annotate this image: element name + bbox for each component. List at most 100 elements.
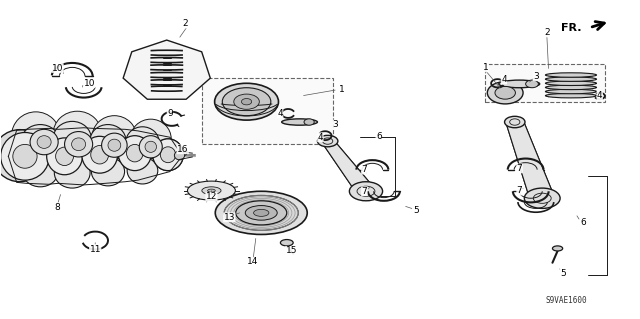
- Text: 12: 12: [205, 192, 217, 202]
- Ellipse shape: [545, 93, 596, 98]
- Ellipse shape: [214, 83, 278, 120]
- Ellipse shape: [153, 139, 183, 171]
- Ellipse shape: [12, 112, 60, 160]
- Ellipse shape: [47, 138, 83, 175]
- Ellipse shape: [0, 130, 47, 182]
- Text: 13: 13: [223, 213, 235, 222]
- Text: S9VAE1600: S9VAE1600: [545, 296, 587, 305]
- Ellipse shape: [282, 119, 317, 125]
- Ellipse shape: [253, 209, 269, 216]
- Ellipse shape: [280, 240, 293, 246]
- Ellipse shape: [55, 146, 74, 167]
- Polygon shape: [123, 40, 211, 99]
- Ellipse shape: [47, 138, 83, 175]
- Ellipse shape: [118, 136, 152, 171]
- Text: 9: 9: [167, 109, 173, 118]
- Text: 15: 15: [285, 247, 297, 256]
- Ellipse shape: [90, 145, 109, 165]
- FancyBboxPatch shape: [202, 78, 333, 144]
- Ellipse shape: [91, 145, 109, 164]
- Ellipse shape: [525, 80, 538, 88]
- Text: 5: 5: [413, 206, 419, 215]
- Ellipse shape: [202, 187, 221, 195]
- Text: 16: 16: [177, 145, 188, 154]
- Ellipse shape: [224, 196, 298, 230]
- Polygon shape: [506, 121, 554, 199]
- Text: 7: 7: [362, 165, 367, 174]
- Text: 1: 1: [483, 63, 488, 72]
- Ellipse shape: [72, 138, 86, 151]
- Ellipse shape: [53, 111, 102, 157]
- Ellipse shape: [161, 147, 175, 163]
- Text: 4: 4: [501, 75, 507, 84]
- Ellipse shape: [234, 94, 259, 109]
- Ellipse shape: [504, 116, 525, 128]
- Ellipse shape: [30, 129, 58, 155]
- Text: 3: 3: [533, 72, 539, 81]
- Ellipse shape: [304, 119, 314, 125]
- Ellipse shape: [56, 147, 74, 166]
- Ellipse shape: [90, 124, 126, 156]
- Ellipse shape: [131, 119, 172, 159]
- Ellipse shape: [140, 136, 163, 158]
- Ellipse shape: [125, 144, 144, 163]
- Ellipse shape: [108, 139, 121, 151]
- Ellipse shape: [552, 246, 563, 251]
- Ellipse shape: [236, 201, 287, 225]
- Ellipse shape: [102, 133, 127, 157]
- Ellipse shape: [82, 136, 118, 173]
- Ellipse shape: [499, 80, 540, 88]
- Ellipse shape: [145, 141, 157, 152]
- Ellipse shape: [126, 127, 159, 157]
- Text: 14: 14: [247, 257, 259, 266]
- Ellipse shape: [92, 157, 125, 186]
- Text: FR.: FR.: [561, 23, 582, 33]
- Text: 8: 8: [54, 203, 60, 211]
- Text: 5: 5: [560, 269, 566, 278]
- Text: 1: 1: [339, 85, 345, 94]
- Ellipse shape: [1, 132, 49, 180]
- Ellipse shape: [174, 151, 184, 160]
- Ellipse shape: [13, 145, 37, 168]
- Ellipse shape: [12, 143, 38, 169]
- Ellipse shape: [127, 145, 143, 162]
- Ellipse shape: [118, 136, 152, 171]
- Ellipse shape: [54, 158, 90, 188]
- Ellipse shape: [215, 191, 307, 234]
- Text: 4: 4: [277, 109, 283, 118]
- Text: 10: 10: [84, 79, 95, 88]
- Text: 7: 7: [516, 164, 522, 173]
- Ellipse shape: [22, 156, 58, 187]
- Ellipse shape: [53, 122, 92, 156]
- Ellipse shape: [222, 88, 271, 116]
- Ellipse shape: [545, 85, 596, 90]
- Ellipse shape: [179, 150, 187, 155]
- Ellipse shape: [241, 99, 252, 105]
- Text: 2: 2: [544, 28, 550, 37]
- Ellipse shape: [545, 89, 596, 94]
- Text: 7: 7: [362, 187, 367, 196]
- Ellipse shape: [153, 139, 183, 171]
- Ellipse shape: [487, 82, 523, 104]
- Ellipse shape: [207, 189, 215, 192]
- Ellipse shape: [495, 86, 515, 99]
- Text: 7: 7: [516, 186, 522, 195]
- Ellipse shape: [65, 131, 93, 157]
- Ellipse shape: [8, 144, 31, 168]
- Ellipse shape: [1, 132, 49, 180]
- Polygon shape: [322, 140, 376, 193]
- Text: 6: 6: [580, 218, 586, 227]
- Ellipse shape: [545, 81, 596, 85]
- FancyBboxPatch shape: [484, 64, 605, 102]
- Text: 6: 6: [376, 132, 381, 141]
- Text: 3: 3: [333, 120, 339, 129]
- Text: 4: 4: [317, 133, 323, 142]
- Ellipse shape: [92, 116, 137, 159]
- Ellipse shape: [188, 181, 236, 200]
- Ellipse shape: [82, 136, 118, 173]
- Ellipse shape: [159, 146, 177, 163]
- Ellipse shape: [545, 73, 596, 77]
- Ellipse shape: [524, 188, 560, 208]
- Ellipse shape: [127, 157, 158, 184]
- Ellipse shape: [317, 135, 338, 147]
